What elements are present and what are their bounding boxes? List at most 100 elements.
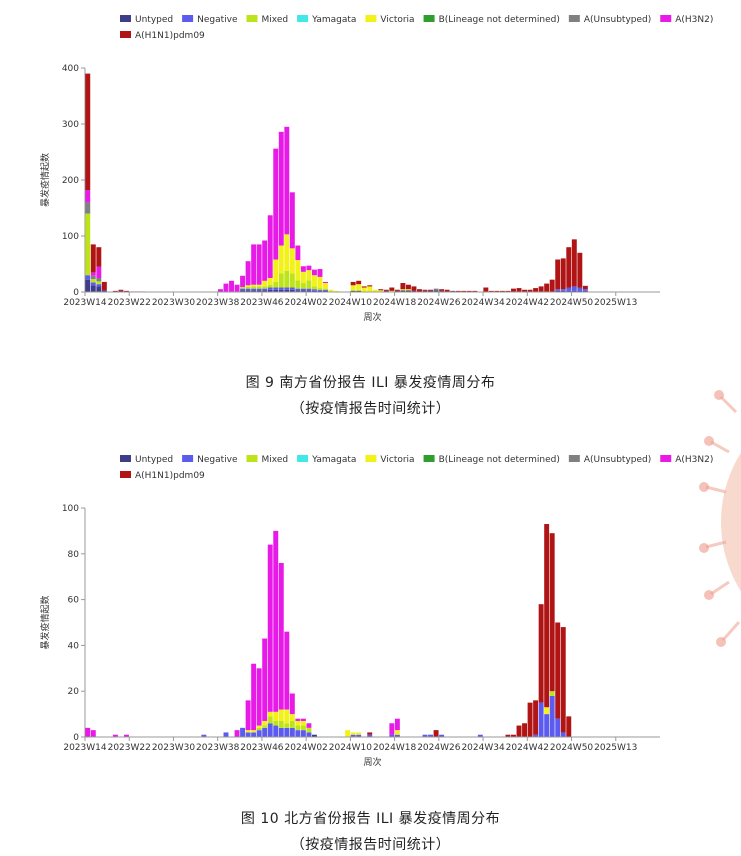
legend-label-1: Negative bbox=[197, 15, 238, 25]
x-tick-label: 2024W26 bbox=[417, 298, 461, 308]
figure-10-subcaption: （按疫情报告时间统计） bbox=[290, 837, 451, 853]
bar-segment bbox=[350, 285, 356, 290]
bar-segment bbox=[350, 281, 356, 286]
bar-segment bbox=[367, 285, 373, 287]
bar-segment bbox=[306, 723, 312, 728]
bar-segment bbox=[527, 289, 533, 292]
bar-segment bbox=[350, 290, 356, 292]
legend-swatch-7 bbox=[660, 455, 672, 462]
chart-9-svg: Untyped Negative Mixed Yamagata Victoria B(Li… bbox=[39, 15, 713, 323]
bar-segment bbox=[405, 284, 411, 290]
y-axis-title: 暴发疫情起数 bbox=[39, 153, 51, 207]
bar-segment bbox=[306, 280, 312, 289]
bar-segment bbox=[101, 281, 107, 291]
bar-segment bbox=[278, 720, 284, 728]
bar-segment bbox=[201, 734, 207, 737]
bar-segment bbox=[527, 702, 533, 737]
figure-10-caption: 图 10 北方省份报告 ILI 暴发疫情周分布 bbox=[240, 811, 501, 827]
bar-segment bbox=[450, 290, 456, 292]
bar-segment bbox=[112, 734, 118, 737]
bar-segment bbox=[533, 288, 539, 292]
bar-segment bbox=[389, 723, 395, 735]
bar-segment bbox=[300, 288, 306, 291]
legend-swatch-0 bbox=[120, 15, 131, 22]
bars bbox=[85, 73, 588, 293]
x-axis-title: 周次 bbox=[363, 311, 381, 323]
bar-segment bbox=[289, 714, 295, 721]
bar-segment bbox=[389, 734, 395, 737]
bar-segment bbox=[289, 273, 295, 288]
bar-segment bbox=[234, 284, 240, 292]
bar-segment bbox=[245, 285, 251, 287]
bar-segment bbox=[555, 622, 561, 719]
legend-label-3: Yamagata bbox=[311, 455, 356, 465]
bar-segment bbox=[245, 286, 251, 289]
y-tick-label: 100 bbox=[62, 232, 79, 242]
bar-segment bbox=[422, 734, 428, 737]
x-tick-label: 2024W18 bbox=[373, 743, 417, 753]
bar-segment bbox=[256, 668, 262, 726]
legend-label-3: Yamagata bbox=[311, 15, 356, 25]
bar-segment bbox=[311, 286, 317, 290]
legend-label-7: A(H3N2) bbox=[675, 455, 713, 465]
y-tick-label: 0 bbox=[73, 288, 79, 298]
legend-label-5: B(Lineage not determined) bbox=[439, 15, 560, 25]
bar-segment bbox=[311, 275, 317, 287]
bar-segment bbox=[311, 289, 317, 291]
bar-segment bbox=[262, 240, 268, 281]
legend: Untyped Negative Mixed Yamagata Victoria B(Li… bbox=[120, 15, 713, 41]
bar-segment bbox=[300, 271, 306, 284]
bar-segment bbox=[284, 631, 290, 710]
bar-segment bbox=[273, 725, 279, 737]
legend-label-2: Mixed bbox=[262, 455, 289, 465]
bar-segment bbox=[251, 290, 257, 292]
bar-segment bbox=[439, 734, 445, 737]
bar-segment bbox=[455, 290, 461, 292]
bar-segment bbox=[96, 286, 102, 292]
bar-segment bbox=[367, 734, 373, 737]
bar-segment bbox=[317, 276, 323, 289]
bar-segment bbox=[234, 730, 240, 737]
bar-segment bbox=[499, 290, 505, 292]
bar-segment bbox=[334, 290, 340, 292]
bar-segment bbox=[262, 725, 268, 728]
bar-segment bbox=[85, 727, 91, 737]
bar-segment bbox=[505, 290, 511, 292]
x-tick-label: 2024W10 bbox=[329, 743, 373, 753]
bar-segment bbox=[262, 290, 268, 292]
bar-segment bbox=[284, 727, 290, 737]
bar-segment bbox=[85, 190, 91, 203]
bar-segment bbox=[544, 283, 550, 292]
bar-segment bbox=[251, 244, 257, 285]
bar-segment bbox=[317, 269, 323, 277]
bar-segment bbox=[273, 259, 279, 282]
bar-segment bbox=[295, 290, 301, 292]
bar-segment bbox=[560, 289, 566, 291]
figure-9-chart: Untyped Negative Mixed Yamagata Victoria B(Li… bbox=[0, 0, 741, 330]
bar-segment bbox=[405, 289, 411, 291]
bar-segment bbox=[267, 289, 273, 292]
y-tick-label: 20 bbox=[68, 687, 80, 697]
bar-segment bbox=[400, 283, 406, 290]
bar-segment bbox=[295, 280, 301, 289]
bar-segment bbox=[549, 691, 555, 696]
bar-segment bbox=[571, 286, 577, 291]
x-tick-label: 2023W14 bbox=[63, 743, 107, 753]
x-tick-label: 2024W42 bbox=[506, 743, 549, 753]
bar-segment bbox=[90, 244, 96, 273]
bar-segment bbox=[428, 289, 434, 291]
bar-segment bbox=[311, 290, 317, 292]
bar-segment bbox=[240, 727, 246, 737]
bar-segment bbox=[85, 213, 91, 276]
bar-segment bbox=[356, 734, 362, 737]
bar-segment bbox=[582, 289, 588, 291]
figure-10-chart: Untyped Negative Mixed Yamagata Victoria B(Li… bbox=[0, 445, 741, 775]
bar-segment bbox=[96, 247, 102, 267]
bar-segment bbox=[217, 289, 223, 292]
legend-label-1: Negative bbox=[197, 455, 238, 465]
y-tick-label: 80 bbox=[68, 550, 80, 560]
bar-segment bbox=[245, 288, 251, 291]
bar-segment bbox=[273, 287, 279, 290]
y-tick-label: 60 bbox=[68, 596, 80, 606]
bar-segment bbox=[400, 290, 406, 292]
